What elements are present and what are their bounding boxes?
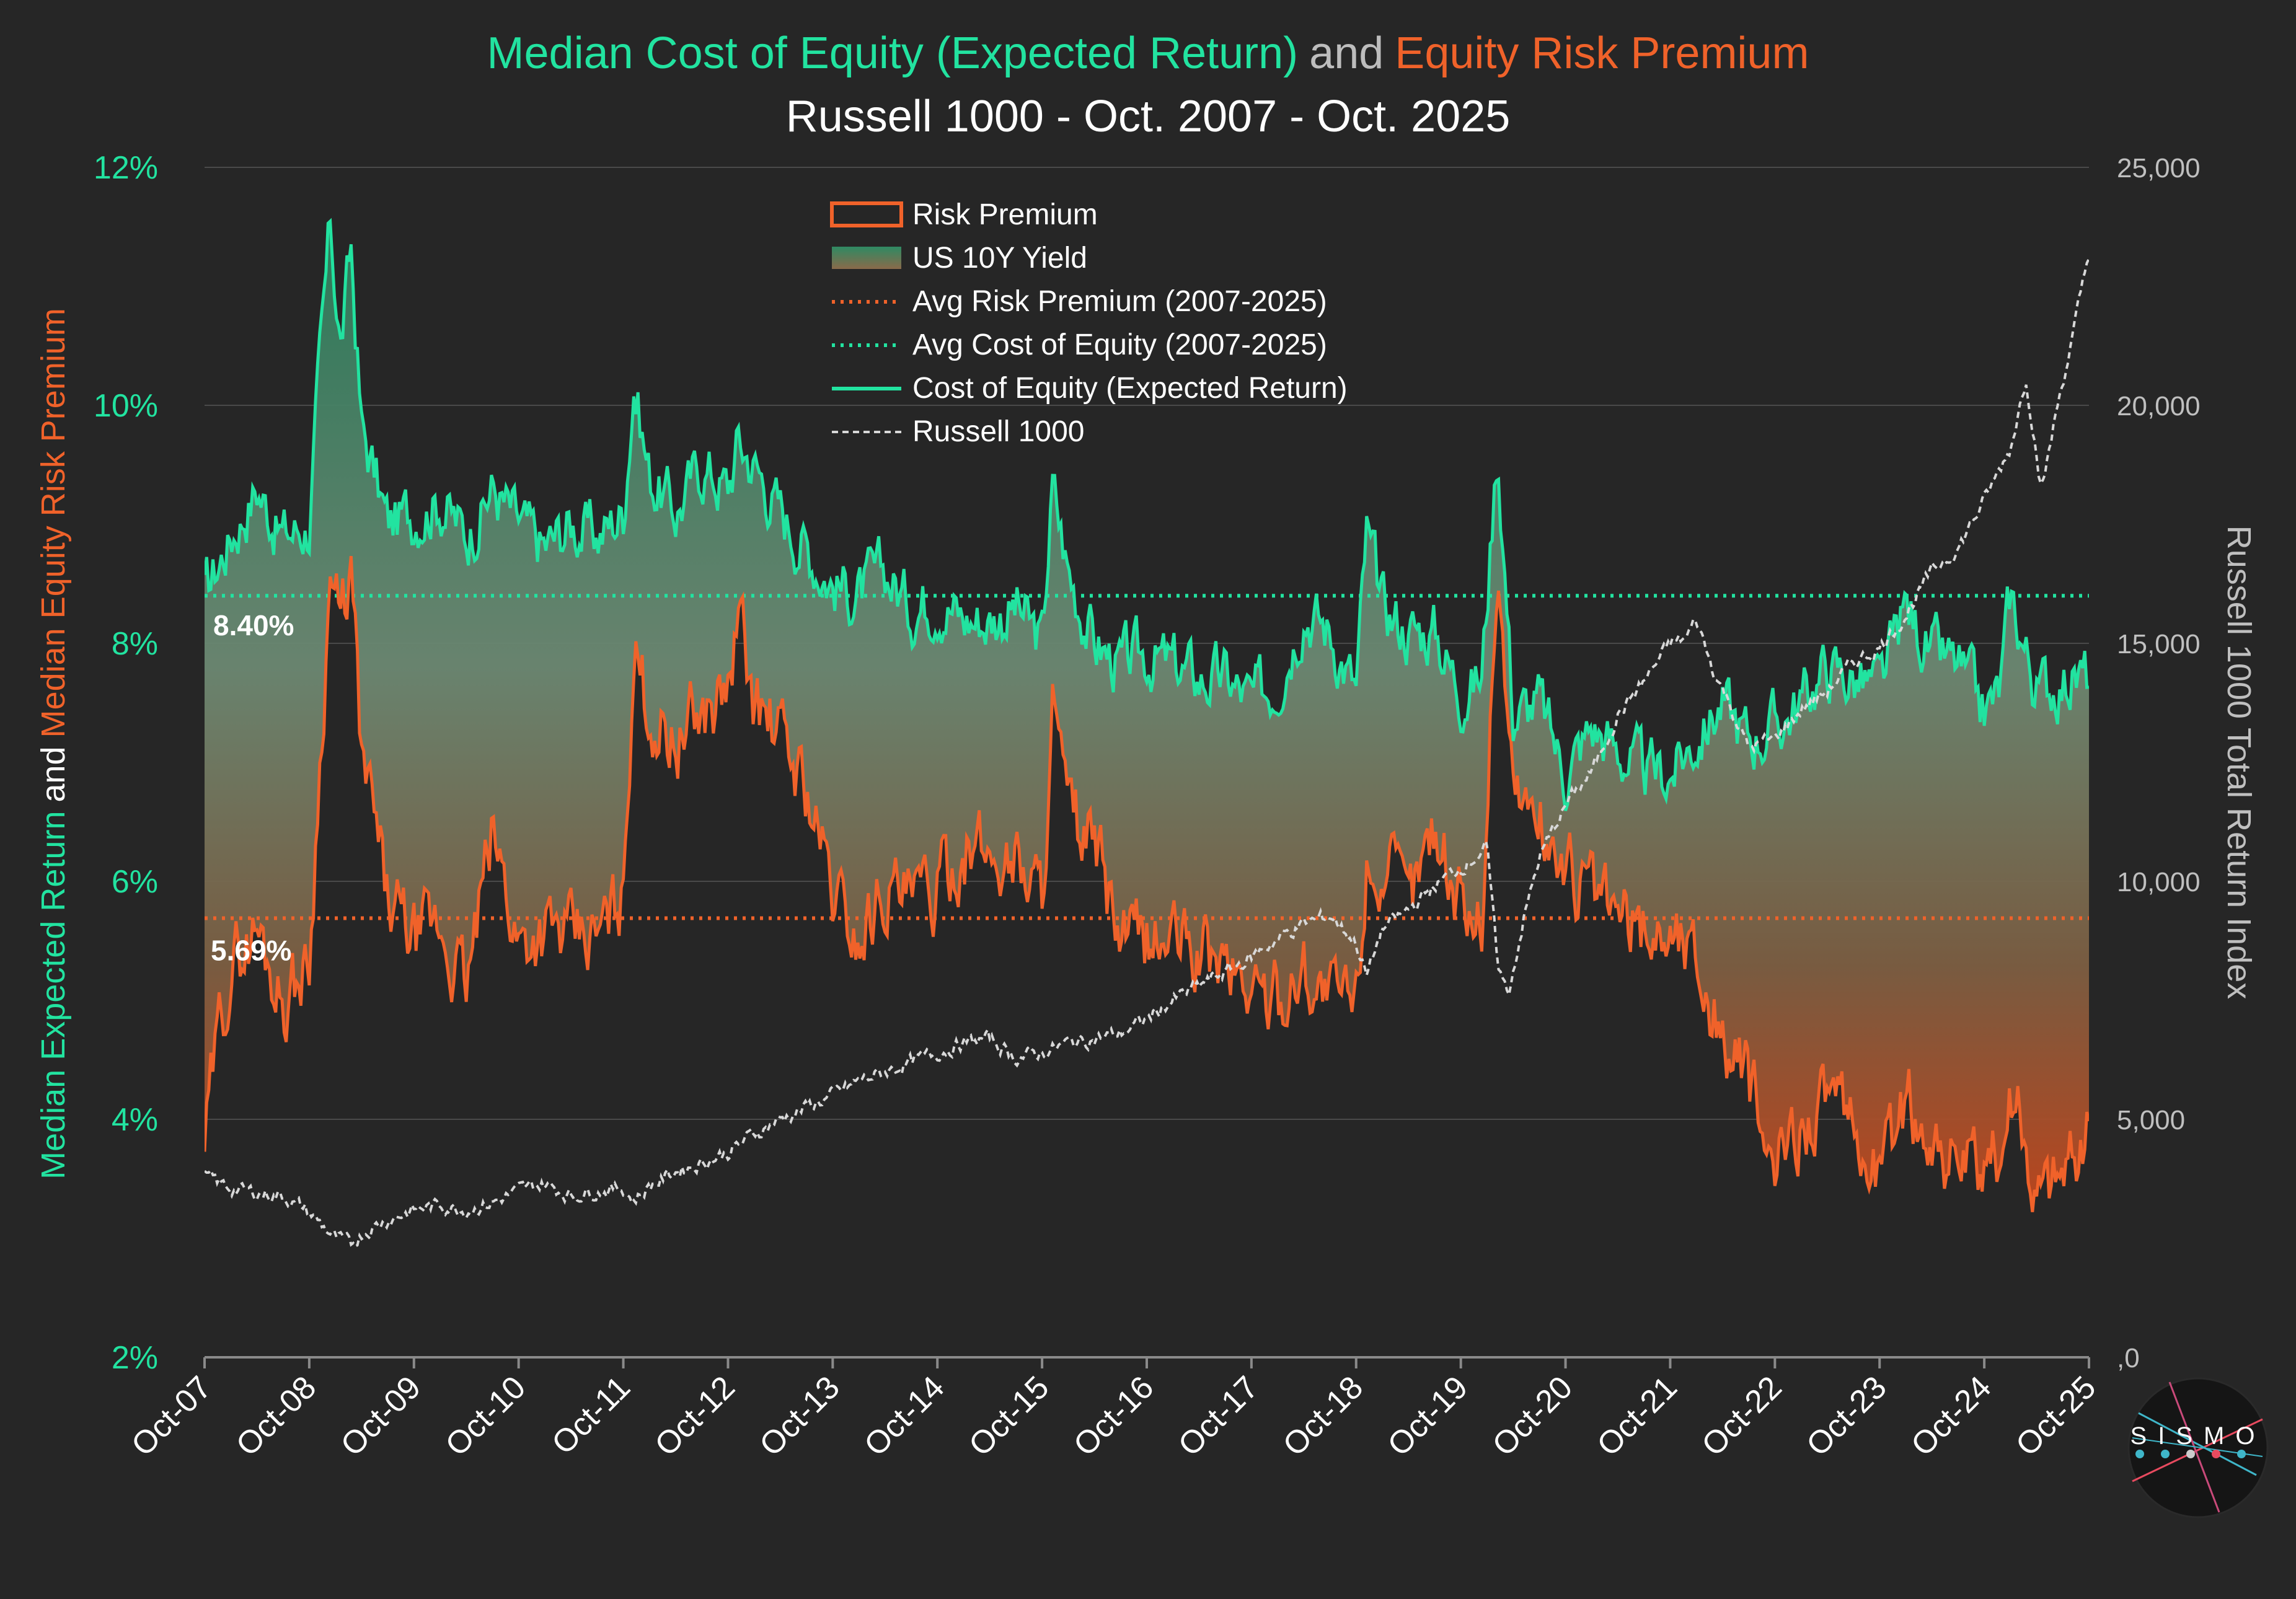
y-axis-right: ,0 5,000 10,000 15,000 20,000 25,000 <box>2117 153 2201 1373</box>
x-tick-label: Oct-11 <box>545 1369 637 1461</box>
legend-label: Russell 1000 <box>912 415 1085 448</box>
y-left-tick-label: 8% <box>112 626 158 662</box>
x-tick-label: Oct-12 <box>648 1369 742 1463</box>
title-part-risk-premium: Equity Risk Premium <box>1395 29 1809 78</box>
legend-item-risk-premium: Risk Premium <box>830 198 1098 231</box>
x-tick-label: Oct-25 <box>2009 1369 2103 1463</box>
legend-item-us-10y-yield: US 10Y Yield <box>832 242 1087 275</box>
y-right-tick-label: 5,000 <box>2117 1105 2185 1135</box>
avg-risk-premium-label: 5.69% <box>211 935 291 967</box>
x-tick-label: Oct-20 <box>1486 1369 1579 1463</box>
sismo-logo: SISMO <box>2127 1377 2269 1518</box>
x-tick-label: Oct-15 <box>962 1369 1056 1463</box>
risk-premium-line <box>205 556 2089 1212</box>
avg-cost-of-equity-label: 8.40% <box>213 609 294 641</box>
x-tick-label: Oct-16 <box>1067 1369 1160 1463</box>
x-tick-label: Oct-13 <box>753 1369 846 1463</box>
chart-subtitle: Russell 1000 - Oct. 2007 - Oct. 2025 <box>786 92 1511 141</box>
y-left-tick-label: 12% <box>94 150 158 186</box>
legend-label: US 10Y Yield <box>912 242 1087 275</box>
x-tick-label: Oct-22 <box>1695 1369 1788 1463</box>
x-tick-label: Oct-10 <box>439 1369 532 1463</box>
legend-label: Avg Cost of Equity (2007-2025) <box>912 328 1327 361</box>
x-tick-label: Oct-21 <box>1591 1369 1684 1463</box>
y-left-tick-label: 2% <box>112 1340 158 1376</box>
y-right-tick-label: 10,000 <box>2117 867 2201 897</box>
y-right-tick-label: ,0 <box>2117 1343 2140 1373</box>
x-tick-label: Oct-19 <box>1381 1369 1475 1463</box>
legend-item-russell-1000: Russell 1000 <box>832 415 1085 448</box>
legend-item-avg-cost-of-equity: Avg Cost of Equity (2007-2025) <box>832 328 1327 361</box>
legend-label: Avg Risk Premium (2007-2025) <box>912 285 1327 318</box>
legend: Risk Premium US 10Y Yield Avg Risk Premi… <box>830 198 1348 448</box>
legend-label: Risk Premium <box>912 198 1098 231</box>
x-tick-label: Oct-24 <box>1904 1369 1998 1463</box>
y-axis-left: 2% 4% 6% 8% 10% 12% <box>94 150 158 1376</box>
x-tick-label: Oct-23 <box>1799 1369 1893 1463</box>
x-tick-label: Oct-18 <box>1276 1369 1370 1463</box>
y-axis-right-title: Russell 1000 Total Return Index <box>2220 526 2258 999</box>
x-tick-label: Oct-08 <box>229 1369 323 1463</box>
chart-title: Median Cost of Equity (Expected Return) a… <box>487 29 1809 78</box>
title-part-cost-of-equity: Median Cost of Equity (Expected Return) <box>487 29 1299 78</box>
y-left-tick-label: 4% <box>112 1102 158 1138</box>
us-10y-yield-area <box>205 221 2089 1212</box>
x-tick-label: Oct-09 <box>334 1369 428 1463</box>
cost-of-equity-line <box>205 218 2089 811</box>
russell-1000-line <box>205 258 2089 1248</box>
y-right-tick-label: 15,000 <box>2117 629 2201 659</box>
legend-label: Cost of Equity (Expected Return) <box>912 372 1348 405</box>
title-part-and: and <box>1309 29 1384 78</box>
x-tick-label: Oct-14 <box>857 1369 951 1463</box>
x-tick-label: Oct-17 <box>1172 1369 1265 1463</box>
y-axis-left-title: Median Expected ReturnandMedian Equity R… <box>35 308 72 1179</box>
logo-text: SISMO <box>2130 1422 2266 1450</box>
y-left-tick-label: 10% <box>94 388 158 424</box>
y-right-tick-label: 25,000 <box>2117 153 2201 183</box>
x-axis: Oct-07 Oct-08 Oct-09 Oct-10 Oct-11 Oct-12 Oct-… <box>125 1357 2103 1463</box>
legend-item-avg-risk-premium: Avg Risk Premium (2007-2025) <box>832 285 1327 318</box>
y-right-tick-label: 20,000 <box>2117 391 2201 421</box>
x-tick-label: Oct-07 <box>125 1369 218 1463</box>
legend-item-cost-of-equity: Cost of Equity (Expected Return) <box>832 372 1348 405</box>
y-left-tick-label: 6% <box>112 864 158 900</box>
